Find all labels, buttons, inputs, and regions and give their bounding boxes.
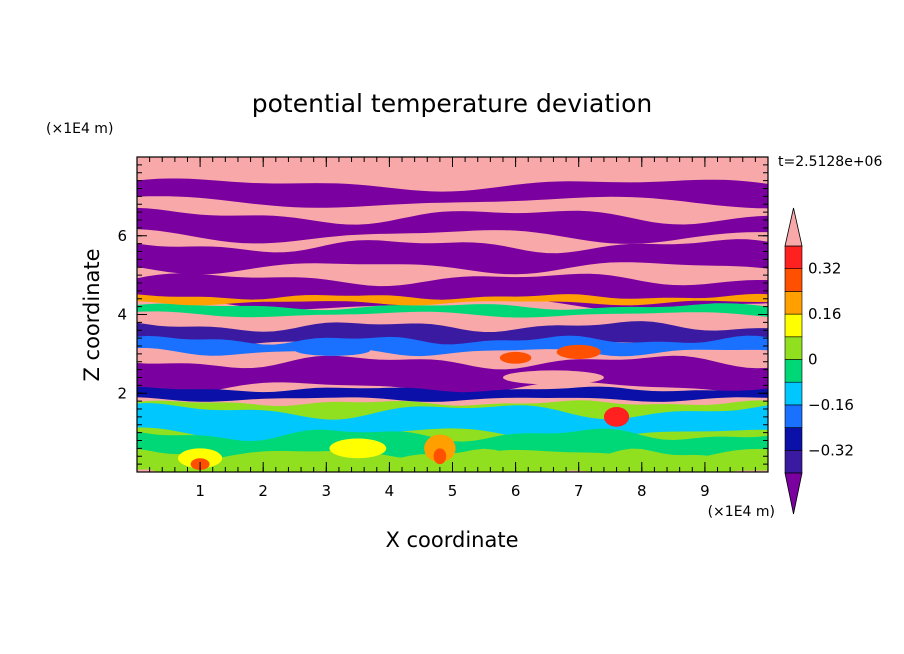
x-tick-label: 1: [195, 482, 205, 500]
y-axis-label: Z coordinate: [80, 248, 104, 381]
blob-5: [433, 448, 447, 465]
colorbar-tick-label: 0: [808, 351, 818, 369]
colorbar: [784, 207, 803, 515]
colorbar-segment: [784, 268, 803, 292]
band-orange-4: [137, 293, 768, 306]
colorbar-tick-label: 0.16: [808, 305, 841, 323]
x-tick-label: 3: [322, 482, 332, 500]
y-tick-label: 2: [117, 384, 127, 402]
colorbar-segment: [784, 245, 803, 270]
band-purple-2: [137, 355, 768, 395]
colorbar-bottom-triangle: [784, 472, 803, 515]
colorbar-segment: [784, 336, 803, 360]
x-tick-label: 4: [385, 482, 395, 500]
band-purple-6: [137, 207, 768, 244]
colorbar-segment: [784, 359, 803, 383]
colorbar-labels: 0.32 0.16 0 −0.16 −0.32: [808, 260, 854, 460]
colorbar-segment: [784, 381, 803, 406]
x-tick-label: 5: [448, 482, 458, 500]
y-tick-labels: 2 4 6: [117, 227, 127, 403]
y-tick-label: 6: [117, 227, 127, 245]
band-blue-3: [137, 335, 768, 357]
blob-8: [556, 344, 601, 359]
blob-3: [329, 438, 387, 459]
colorbar-segment: [784, 291, 803, 315]
colorbar-top-triangle: [784, 207, 803, 247]
colorbar-segment: [784, 449, 803, 474]
colorbar-segment: [784, 313, 803, 338]
colorbar-tick-label: −0.32: [808, 441, 854, 459]
band-green-4: [137, 303, 768, 318]
x-tick-label: 8: [637, 482, 647, 500]
band-lower-lime: [137, 448, 768, 472]
colorbar-segment: [784, 427, 803, 451]
band-navy-2: [137, 386, 768, 402]
y-tick-label: 4: [117, 306, 127, 324]
blob-6: [603, 407, 630, 427]
band-navy-3: [137, 321, 768, 350]
chart-title: potential temperature deviation: [252, 89, 652, 118]
band-purple-7: [137, 178, 768, 209]
x-tick-label: 7: [574, 482, 584, 500]
colorbar-segment: [784, 404, 803, 428]
blob-10: [502, 370, 604, 385]
x-tick-labels: 1 2 3 4 5 6 7 8 9: [195, 482, 709, 500]
x-unit-label: (×1E4 m): [708, 504, 775, 520]
colorbar-tick-label: −0.16: [808, 396, 854, 414]
time-label: t=2.5128e+06: [778, 154, 882, 170]
x-axis-label: X coordinate: [385, 528, 518, 552]
blob-9: [294, 344, 371, 356]
y-unit-label: (×1E4 m): [46, 121, 113, 137]
blob-7: [499, 351, 532, 364]
axis-ticks: [136, 156, 769, 473]
contour-field: [137, 157, 768, 472]
x-tick-label: 9: [700, 482, 710, 500]
x-tick-label: 6: [511, 482, 521, 500]
band-purple-5: [137, 239, 768, 275]
x-tick-label: 2: [258, 482, 268, 500]
colorbar-tick-label: 0.32: [808, 260, 841, 278]
